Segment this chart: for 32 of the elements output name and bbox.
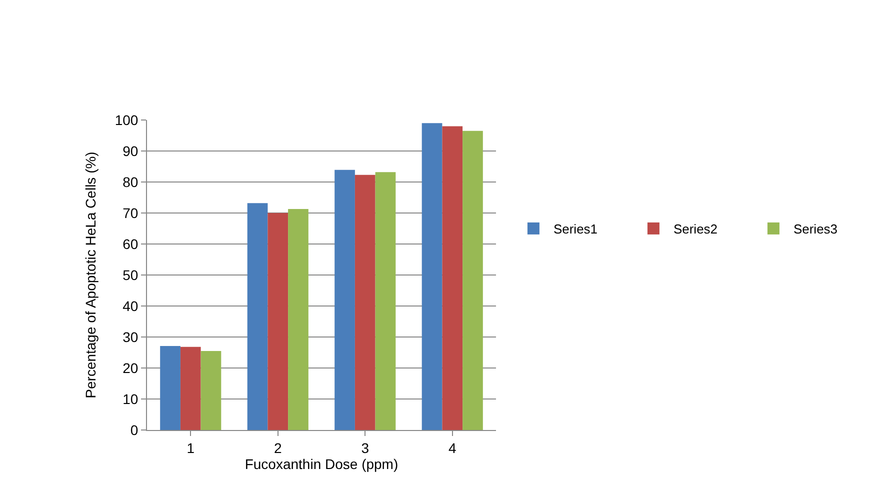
bar [422,123,442,430]
bar [247,203,268,430]
y-tick-label: 70 [122,204,138,221]
legend-label: Series1 [553,222,598,237]
bar [200,350,222,430]
y-tick-label: 60 [122,236,138,252]
bar [462,130,483,430]
x-tick-label: 4 [448,440,456,456]
y-tick-label: 20 [122,360,138,376]
bar [180,346,201,430]
y-tick-label: 0 [130,422,138,438]
bar [375,172,396,430]
x-tick-label: 2 [274,440,282,456]
bar [288,208,308,430]
y-tick-label: 30 [122,328,138,345]
bar [354,174,376,430]
y-tick-label: 100 [114,112,138,128]
bar [442,126,463,430]
y-tick-label: 10 [122,390,138,407]
bar [160,346,180,430]
y-tick-label: 40 [122,298,138,314]
y-tick-label: 80 [122,174,138,190]
x-axis-title: Fucoxanthin Dose (ppm) [244,456,398,472]
x-tick-label: 3 [361,440,370,456]
legend-label: Series2 [673,222,718,237]
legend-label: Series3 [793,222,838,237]
y-tick-label: 90 [122,142,138,159]
y-axis-title: Percentage of Apoptotic HeLa Cells (%) [82,152,98,398]
x-tick-label: 1 [186,440,195,456]
bar [334,170,355,430]
y-tick-label: 50 [122,266,138,283]
bar [268,213,288,430]
